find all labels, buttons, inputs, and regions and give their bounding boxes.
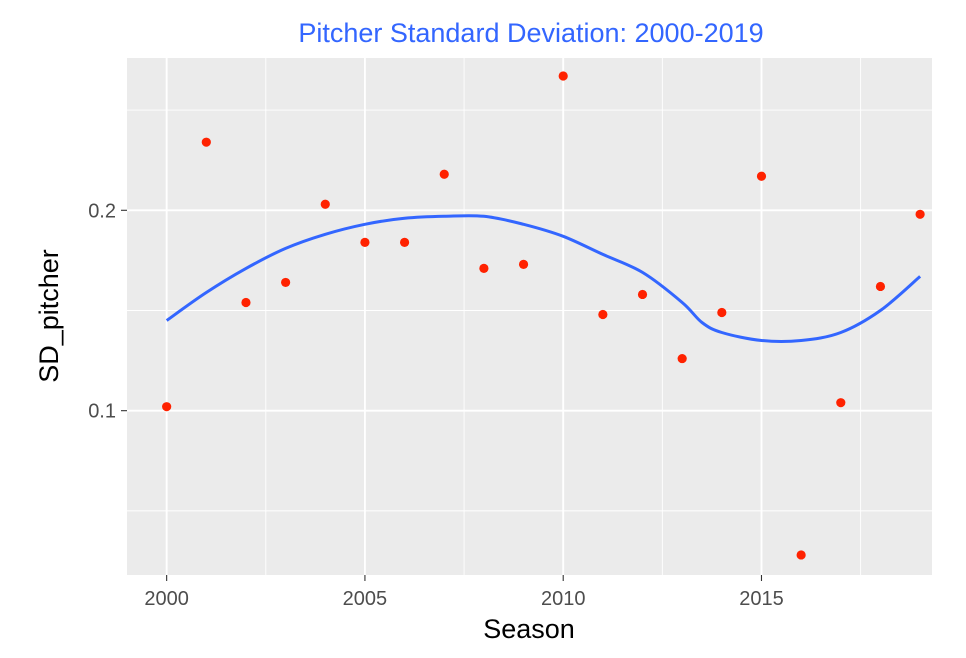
data-point [399, 237, 410, 247]
data-point [479, 263, 489, 274]
data-point [915, 209, 925, 219]
data-point [518, 259, 529, 269]
data-point [439, 169, 449, 179]
x-tick-label: 2000 [144, 588, 189, 610]
x-tick-label: 2015 [739, 588, 784, 610]
data-points [162, 71, 925, 560]
data-point [875, 281, 886, 292]
data-point [241, 297, 251, 308]
data-point [360, 237, 370, 247]
y-axis-title: SD_pitcher [34, 249, 64, 383]
data-point [598, 309, 608, 320]
data-point [281, 277, 291, 288]
y-tick-label: 0.2 [88, 200, 116, 222]
data-point [717, 307, 727, 318]
x-tick-label: 2005 [343, 588, 388, 610]
data-point [637, 289, 648, 300]
x-axis-title: Season [483, 614, 575, 644]
data-point [320, 199, 330, 209]
y-tick-label: 0.1 [88, 401, 116, 423]
data-point [677, 353, 687, 364]
smooth-trend-line [165, 214, 922, 344]
axis-ticks: 2000 2005 2010 2015 0.1 0.2 [88, 200, 784, 610]
data-point [162, 402, 172, 412]
plot-panel [127, 58, 932, 575]
data-point [558, 71, 568, 81]
data-point [796, 550, 806, 560]
x-tick-label: 2010 [541, 588, 586, 610]
chart-title: Pitcher Standard Deviation: 2000-2019 [298, 18, 763, 48]
grid-lines [127, 58, 932, 575]
data-point [836, 398, 846, 408]
data-point [756, 171, 767, 181]
data-point [201, 137, 211, 147]
